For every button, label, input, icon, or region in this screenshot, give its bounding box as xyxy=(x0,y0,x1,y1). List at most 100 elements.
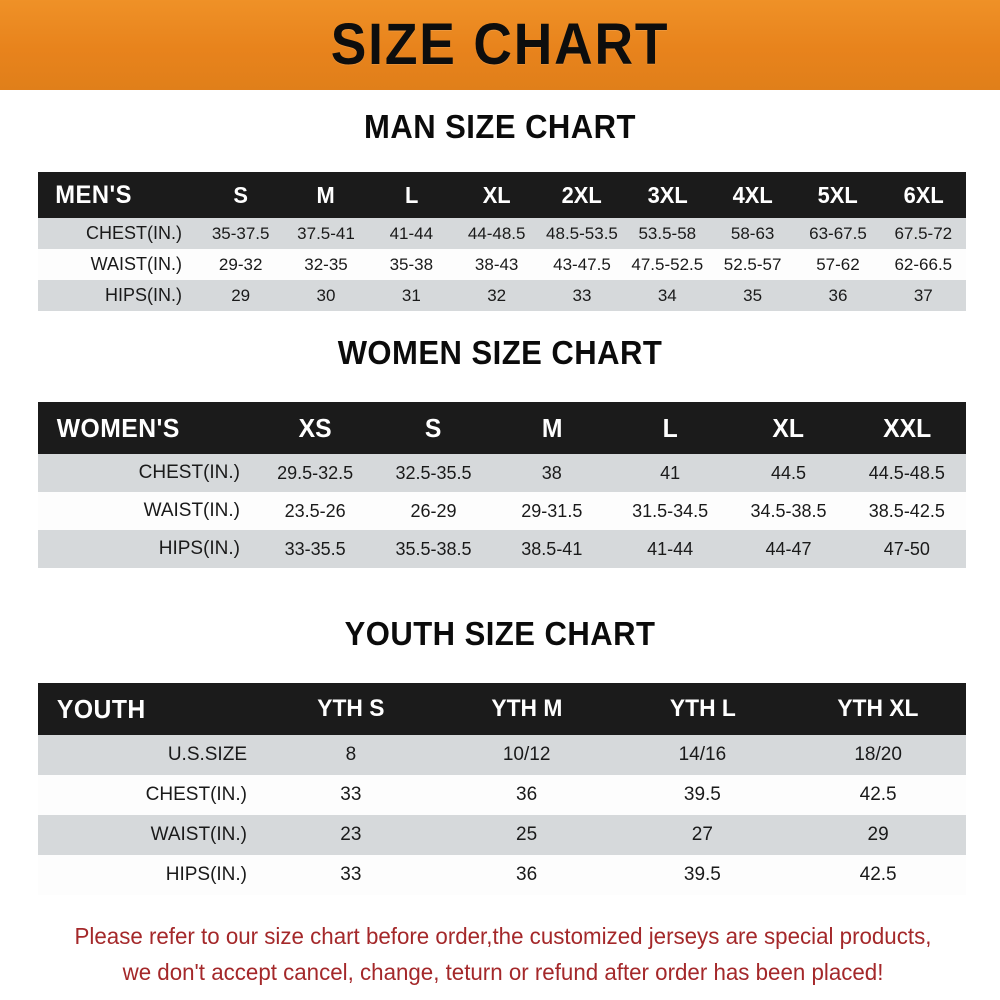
men-cell: 35-37.5 xyxy=(198,218,284,249)
women-cell: 34.5-38.5 xyxy=(729,492,848,530)
women-size-header: L xyxy=(662,412,678,443)
women-size-table: WOMEN'S XS S M L XL XXL CHEST(IN.) 29.5-32.5 32.… xyxy=(38,402,966,568)
men-row-label: WAIST(IN.) xyxy=(38,249,198,280)
youth-cell: 14/16 xyxy=(614,735,791,775)
men-size-header: M xyxy=(316,181,336,208)
youth-corner-header: YOUTH xyxy=(56,693,146,724)
men-size-table: MEN'S S M L XL 2XL 3XL 4XL 5XL 6XL CHEST(IN.) 35-3… xyxy=(38,172,966,311)
footer-note: Please refer to our size chart before or… xyxy=(44,918,962,990)
youth-cell: 39.5 xyxy=(614,775,791,815)
women-cell: 29.5-32.5 xyxy=(256,454,375,492)
men-cell: 37 xyxy=(880,280,966,311)
men-size-header: 4XL xyxy=(732,181,773,208)
women-cell: 38.5-42.5 xyxy=(847,492,966,530)
women-size-header: S xyxy=(425,412,442,443)
youth-row-label: HIPS(IN.) xyxy=(38,855,263,895)
section-title-women: WOMEN SIZE CHART xyxy=(337,334,663,371)
youth-size-header: YTH S xyxy=(317,695,385,722)
women-row-label: CHEST(IN.) xyxy=(38,454,256,492)
men-table-head: MEN'S S M L XL 2XL 3XL 4XL 5XL 6XL xyxy=(38,172,966,218)
table-row: WAIST(IN.) 29-32 32-35 35-38 38-43 43-47.5 47.… xyxy=(38,249,966,280)
table-row: WAIST(IN.) 23 25 27 29 xyxy=(38,815,966,855)
men-cell: 57-62 xyxy=(795,249,881,280)
men-header-row: MEN'S S M L XL 2XL 3XL 4XL 5XL 6XL xyxy=(38,172,966,218)
women-row-label: HIPS(IN.) xyxy=(38,530,256,568)
page-title: SIZE CHART xyxy=(330,12,670,77)
men-cell: 29-32 xyxy=(198,249,284,280)
youth-cell: 36 xyxy=(438,775,615,815)
women-cell: 44-47 xyxy=(729,530,848,568)
youth-size-header: YTH M xyxy=(491,695,563,722)
women-cell: 41 xyxy=(610,454,730,492)
youth-row-label: CHEST(IN.) xyxy=(38,775,263,815)
men-cell: 32-35 xyxy=(283,249,369,280)
table-row: CHEST(IN.) 29.5-32.5 32.5-35.5 38 41 44.5 44.5… xyxy=(38,454,966,492)
youth-cell: 36 xyxy=(438,855,615,895)
youth-cell: 42.5 xyxy=(790,855,966,895)
men-cell: 32 xyxy=(453,280,540,311)
youth-cell: 10/12 xyxy=(438,735,615,775)
men-cell: 63-67.5 xyxy=(795,218,881,249)
youth-header-row: YOUTH YTH S YTH M YTH L YTH XL xyxy=(38,683,966,735)
men-cell: 41-44 xyxy=(368,218,454,249)
youth-cell: 29 xyxy=(790,815,966,855)
women-cell: 44.5 xyxy=(729,454,848,492)
women-cell: 23.5-26 xyxy=(256,492,375,530)
women-cell: 38.5-41 xyxy=(492,530,611,568)
women-corner-header: WOMEN'S xyxy=(56,412,180,443)
youth-cell: 8 xyxy=(263,735,439,775)
men-size-header: 3XL xyxy=(647,181,688,208)
men-cell: 38-43 xyxy=(453,249,540,280)
men-cell: 53.5-58 xyxy=(624,218,710,249)
men-cell: 47.5-52.5 xyxy=(624,249,710,280)
youth-size-header: YTH L xyxy=(669,695,736,722)
table-row: HIPS(IN.) 33-35.5 35.5-38.5 38.5-41 41-44 44-… xyxy=(38,530,966,568)
men-size-header: 6XL xyxy=(903,181,944,208)
women-row-label: WAIST(IN.) xyxy=(38,492,256,530)
men-cell: 37.5-41 xyxy=(283,218,369,249)
men-cell: 30 xyxy=(283,280,369,311)
women-size-header: XXL xyxy=(882,412,931,443)
men-cell: 35-38 xyxy=(368,249,454,280)
banner: SIZE CHART xyxy=(0,0,1000,90)
women-cell: 47-50 xyxy=(847,530,966,568)
women-cell: 44.5-48.5 xyxy=(847,454,966,492)
men-size-header: S xyxy=(233,181,248,208)
women-cell: 33-35.5 xyxy=(256,530,375,568)
youth-row-label: WAIST(IN.) xyxy=(38,815,263,855)
men-cell: 58-63 xyxy=(709,218,796,249)
table-row: CHEST(IN.) 33 36 39.5 42.5 xyxy=(38,775,966,815)
table-row: U.S.SIZE 8 10/12 14/16 18/20 xyxy=(38,735,966,775)
women-cell: 26-29 xyxy=(374,492,493,530)
men-corner-header: MEN'S xyxy=(55,180,132,209)
table-row: HIPS(IN.) 29 30 31 32 33 34 35 36 37 xyxy=(38,280,966,311)
footer-note-line-1: Please refer to our size chart before or… xyxy=(74,923,932,949)
youth-cell: 39.5 xyxy=(614,855,791,895)
men-cell: 62-66.5 xyxy=(880,249,966,280)
youth-row-label: U.S.SIZE xyxy=(38,735,263,775)
youth-cell: 18/20 xyxy=(790,735,966,775)
table-row: HIPS(IN.) 33 36 39.5 42.5 xyxy=(38,855,966,895)
men-size-header: L xyxy=(404,181,418,208)
women-table-body: CHEST(IN.) 29.5-32.5 32.5-35.5 38 41 44.5 44.5… xyxy=(38,454,966,568)
men-size-header: 5XL xyxy=(817,181,858,208)
women-cell: 35.5-38.5 xyxy=(374,530,493,568)
youth-cell: 25 xyxy=(438,815,615,855)
youth-size-table: YOUTH YTH S YTH M YTH L YTH XL U.S.SIZE 8 10/1… xyxy=(38,683,966,895)
men-cell: 43-47.5 xyxy=(539,249,625,280)
men-row-label: HIPS(IN.) xyxy=(38,280,198,311)
youth-cell: 27 xyxy=(614,815,791,855)
women-table-head: WOMEN'S XS S M L XL XXL xyxy=(38,402,966,454)
women-cell: 31.5-34.5 xyxy=(610,492,730,530)
men-size-header: XL xyxy=(482,181,511,208)
section-title-man: MAN SIZE CHART xyxy=(364,108,636,145)
men-cell: 52.5-57 xyxy=(709,249,796,280)
youth-size-header: YTH XL xyxy=(837,695,919,722)
section-title-youth: YOUTH SIZE CHART xyxy=(344,615,656,652)
youth-cell: 33 xyxy=(263,855,439,895)
men-cell: 67.5-72 xyxy=(880,218,966,249)
youth-cell: 33 xyxy=(263,775,439,815)
youth-cell: 42.5 xyxy=(790,775,966,815)
men-size-header: 2XL xyxy=(561,181,603,208)
men-cell: 33 xyxy=(539,280,625,311)
